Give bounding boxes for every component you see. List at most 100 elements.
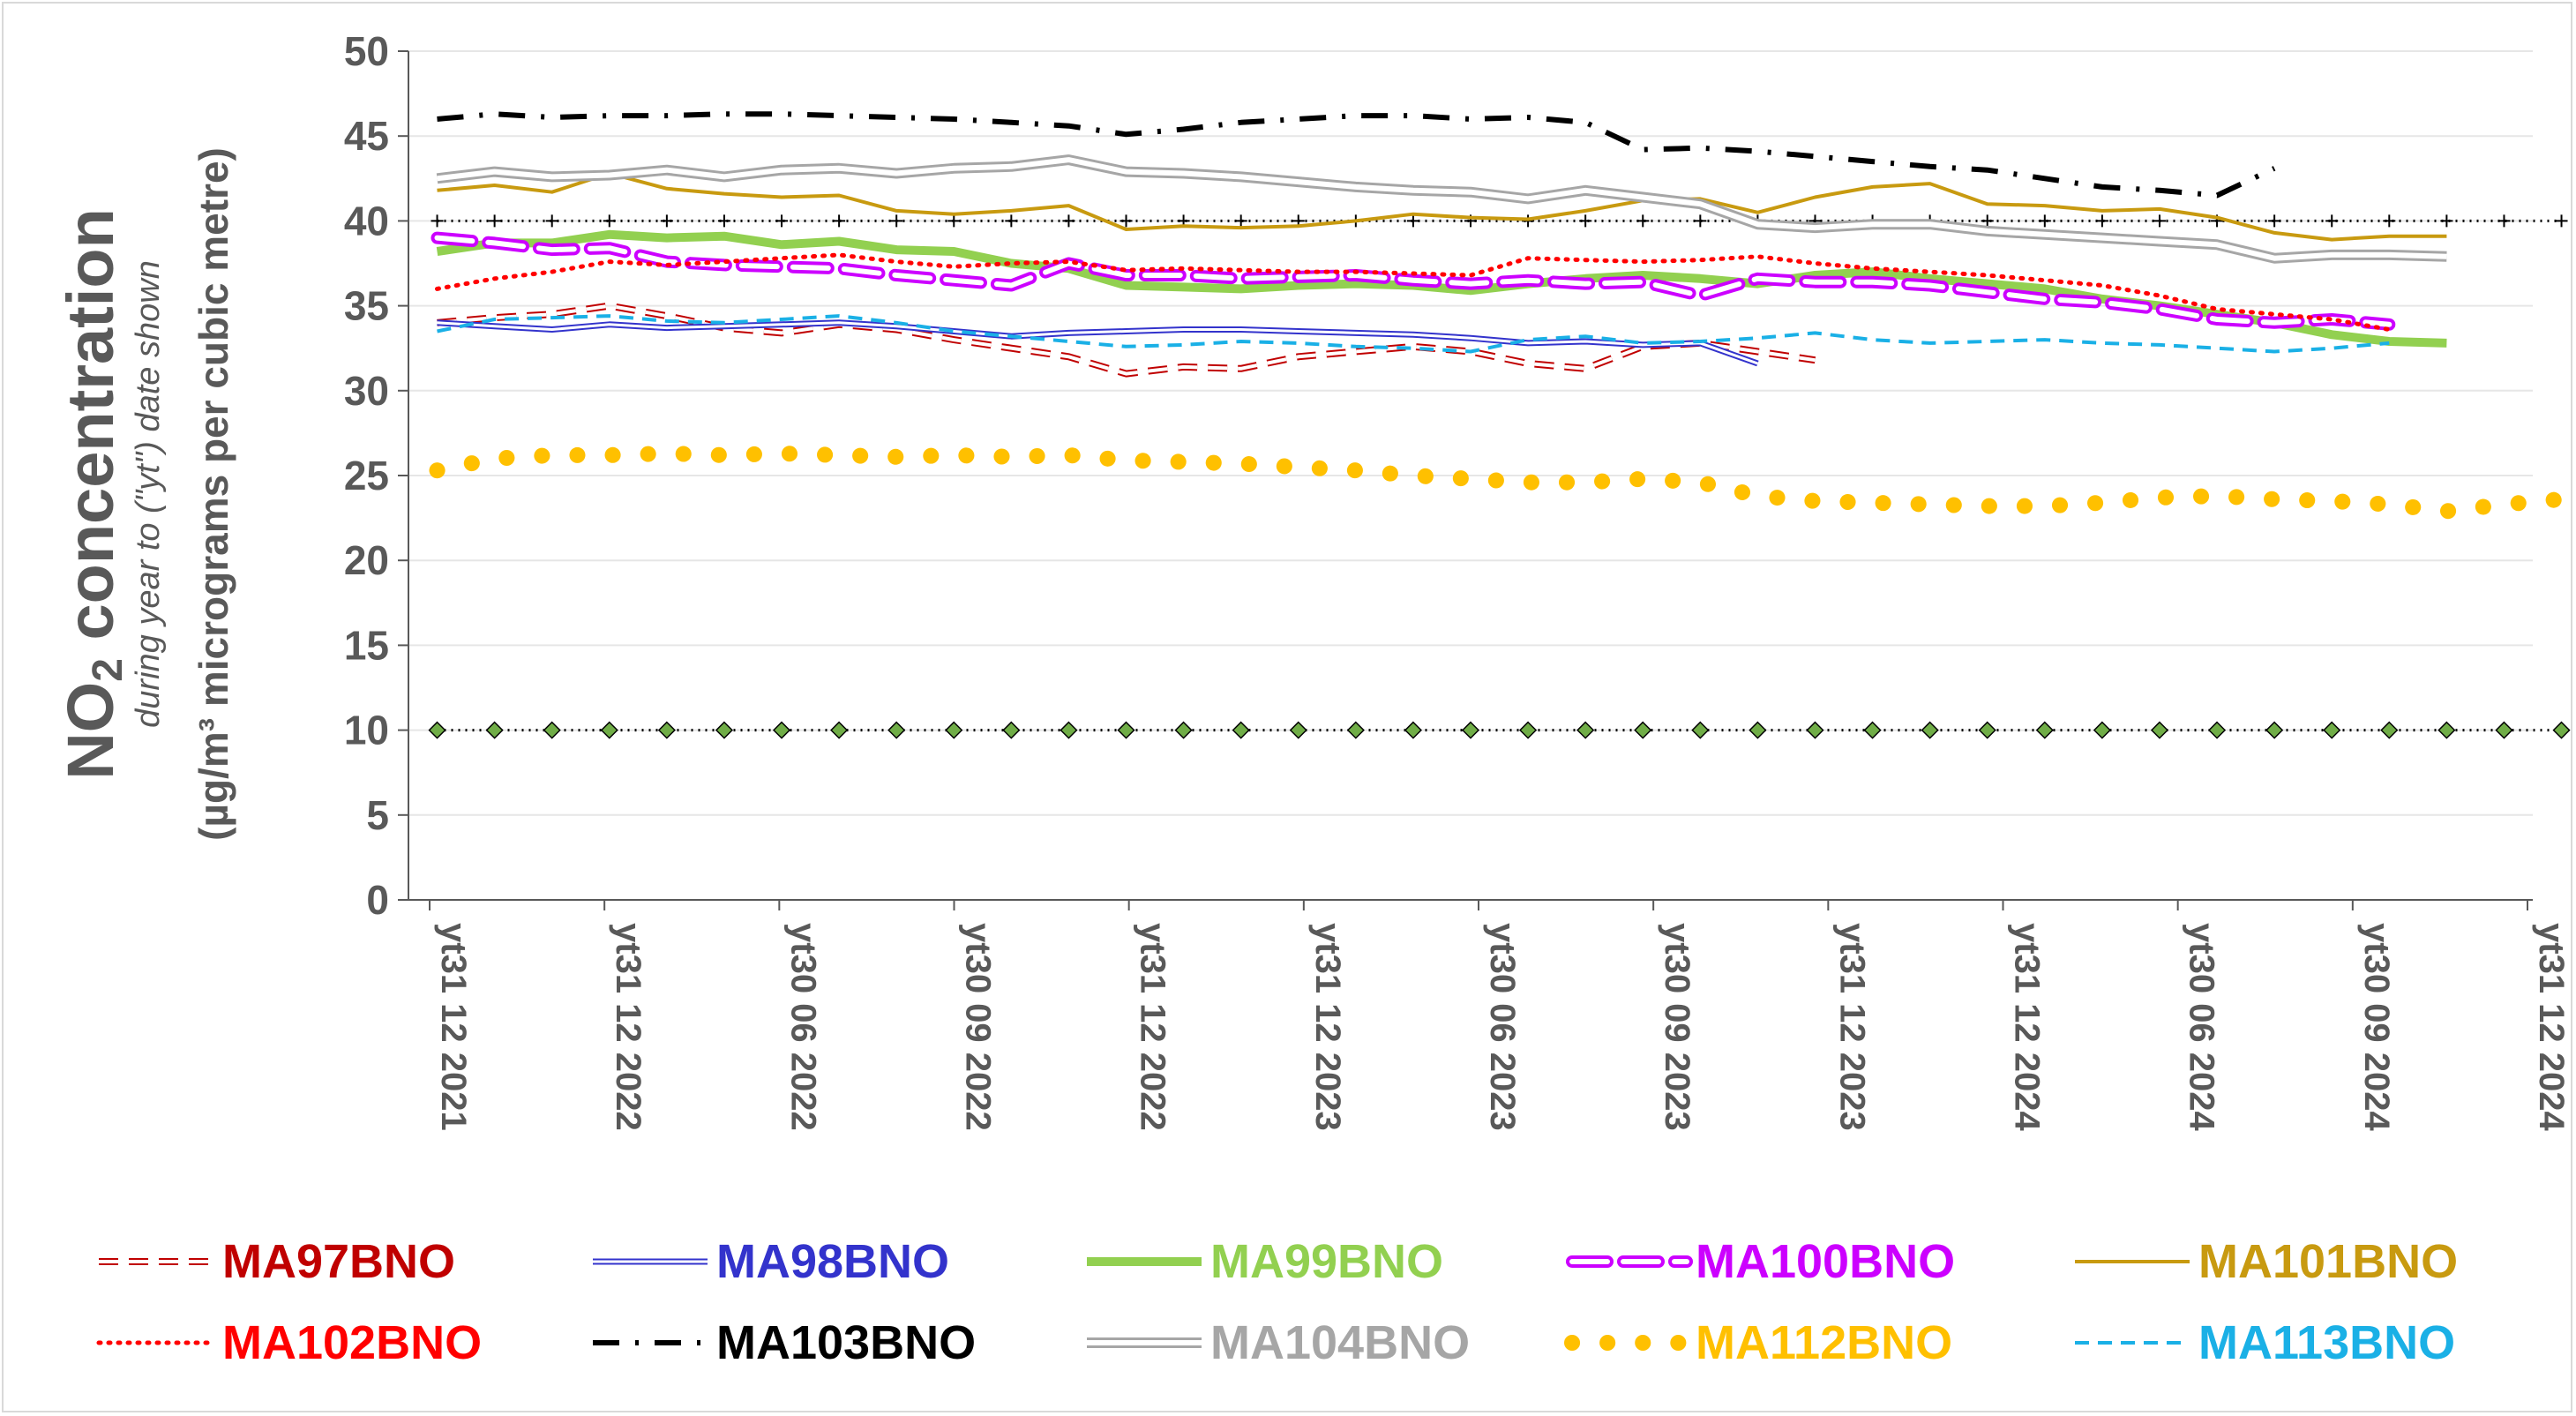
reference-plus-marker	[717, 214, 730, 228]
y-tick-label: 10	[344, 708, 389, 753]
reference-plus-marker	[2555, 214, 2568, 228]
x-tick-label: yt31 12 2023	[1832, 923, 1871, 1131]
legend-item-MA100BNO: MA100BNO	[1566, 1235, 1955, 1288]
series-MA113BNO	[437, 314, 2390, 354]
reference-plus-marker	[947, 214, 961, 228]
gridlines	[408, 50, 2533, 816]
y-axis-subtitle: during year to ("yt") date shown	[130, 260, 167, 728]
reference-plus-marker	[2153, 214, 2166, 228]
reference-plus-marker	[545, 214, 558, 228]
y-tick-label: 40	[344, 198, 389, 243]
reference-diamond-marker	[2093, 721, 2111, 739]
legend-item-MA97BNO: MA97BNO	[99, 1235, 455, 1288]
y-tick-label: 30	[344, 368, 389, 414]
series-MA101BNO	[437, 171, 2447, 242]
reference-diamond-marker	[1002, 721, 1021, 739]
x-tick-label: yt30 09 2024	[2357, 923, 2396, 1132]
reference-diamond-marker	[2437, 721, 2456, 739]
reference-plus-marker	[2497, 214, 2511, 228]
reference-diamond-marker	[1749, 721, 1767, 739]
reference-diamond-marker	[772, 721, 791, 739]
reference-diamond-marker	[887, 721, 906, 739]
reference-diamond-marker	[2265, 721, 2284, 739]
x-axis: yt31 12 2021 yt31 12 2022 yt30 06 2022 yt30…	[408, 899, 2571, 1132]
legend-label: MA98BNO	[716, 1235, 949, 1288]
reference-plus-marker	[1579, 214, 1592, 228]
x-tick-label: yt31 12 2023	[1308, 923, 1347, 1131]
y-tick-label: 20	[344, 537, 389, 583]
reference-diamond-marker	[1289, 721, 1307, 739]
reference-diamond-marker	[543, 721, 561, 739]
x-tick-label: yt30 09 2023	[1658, 923, 1696, 1131]
reference-diamond-marker	[1519, 721, 1538, 739]
x-tick-label: yt31 12 2024	[2008, 923, 2047, 1132]
reference-plus-marker	[1062, 214, 1075, 228]
reference-plus-marker	[2325, 214, 2339, 228]
reference-diamond-marker	[657, 721, 676, 739]
series-line-MA98BNO	[437, 321, 1758, 365]
legend-item-MA101BNO: MA101BNO	[2075, 1235, 2458, 1288]
reference-plus-marker	[1234, 214, 1247, 228]
series-MA98BNO	[437, 319, 1759, 367]
reference-plus-marker	[660, 214, 673, 228]
legend-item-MA98BNO: MA98BNO	[593, 1235, 949, 1288]
reference-diamond-marker	[600, 721, 618, 739]
reference-diamond-marker	[1921, 721, 1939, 739]
legend-label: MA103BNO	[716, 1316, 976, 1369]
reference-plus-marker	[1694, 214, 1707, 228]
series-line-MA112BNO	[429, 446, 2570, 520]
reference-diamond-marker	[485, 721, 504, 739]
reference-plus-marker	[775, 214, 789, 228]
series-lines	[428, 111, 2571, 739]
legend-item-MA102BNO: MA102BNO	[96, 1316, 482, 1369]
legend: MA97BNO MA98BNO MA99BNO MA100BNO MA101BNO MA1…	[96, 1235, 2458, 1369]
reference-diamond-marker	[1232, 721, 1250, 739]
reference-diamond-marker	[830, 721, 849, 739]
reference-plus-marker	[488, 214, 501, 228]
legend-label: MA102BNO	[222, 1316, 482, 1369]
x-tick-label: yt30 06 2024	[2183, 923, 2221, 1132]
legend-label: MA101BNO	[2198, 1235, 2458, 1288]
x-tick-label: yt31 12 2021	[434, 923, 473, 1131]
reference-diamond-marker	[1404, 721, 1422, 739]
series-MA112BNO	[429, 446, 2570, 520]
reference-plus-marker	[2268, 214, 2281, 228]
x-tick-label: yt30 06 2023	[1483, 923, 1522, 1131]
y-axis-units: (µg/m³ micrograms per cubic metre)	[191, 147, 236, 841]
reference-plus-marker	[1981, 214, 1994, 228]
y-axis-title: NO2 concentration	[54, 208, 131, 780]
reference-plus-marker	[890, 214, 903, 228]
legend-label: MA100BNO	[1696, 1235, 1955, 1288]
reference-plus-marker	[1120, 214, 1133, 228]
reference-diamond-marker	[1634, 721, 1652, 739]
x-tick-label: yt31 12 2022	[1134, 923, 1172, 1131]
legend-label: MA113BNO	[2198, 1316, 2455, 1369]
legend-label: MA97BNO	[222, 1235, 455, 1288]
reference-diamond-marker	[715, 721, 734, 739]
series-line-MA100BNO	[434, 235, 2393, 327]
reference-diamond-marker	[1461, 721, 1480, 739]
series-line-MA101BNO	[437, 171, 2447, 242]
legend-label: MA112BNO	[1696, 1316, 1952, 1369]
reference-plus-marker	[431, 214, 444, 228]
reference-plus-marker	[833, 214, 846, 228]
reference-plus-marker	[2095, 214, 2108, 228]
reference-diamond-marker	[428, 721, 446, 739]
series-line-MA113BNO	[437, 314, 2390, 354]
legend-item-MA112BNO: MA112BNO	[1564, 1316, 1952, 1369]
reference-plus-marker	[1636, 214, 1650, 228]
legend-label: MA104BNO	[1210, 1316, 1470, 1369]
reference-diamond-marker	[2495, 721, 2513, 739]
reference-plus-marker	[1005, 214, 1018, 228]
reference-diamond-marker	[1691, 721, 1710, 739]
reference-diamond-marker	[2552, 721, 2571, 739]
legend-item-MA103BNO: MA103BNO	[593, 1316, 976, 1369]
y-tick-label: 15	[344, 622, 389, 668]
reference-plus-marker	[603, 214, 616, 228]
x-tick-label: yt31 12 2022	[609, 923, 648, 1131]
y-axis: 0 5 10 15 20 25 30 35 40 45 50	[344, 28, 409, 923]
series-line-MA97BNO	[437, 303, 1816, 376]
reference-diamond-marker	[2380, 721, 2399, 739]
